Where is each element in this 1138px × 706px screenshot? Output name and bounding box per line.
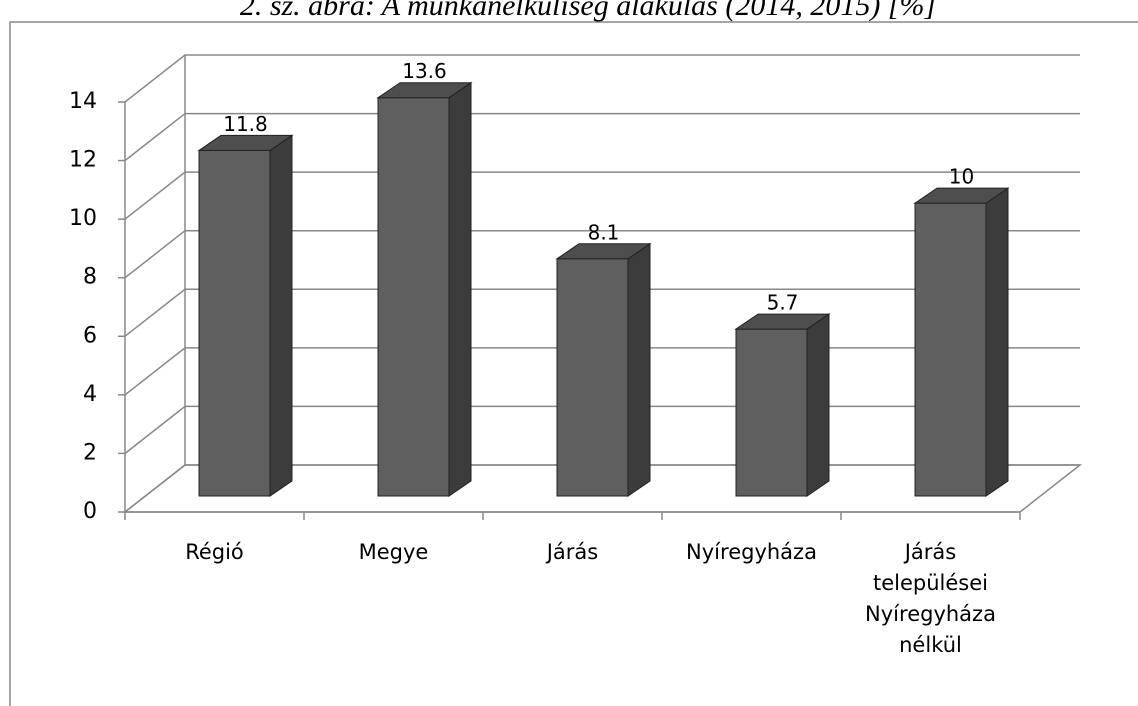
bar <box>913 187 1010 497</box>
frame <box>9 21 1138 706</box>
bar <box>376 81 473 497</box>
y-tick-label: 2 <box>83 440 97 465</box>
grid-line <box>124 229 1080 279</box>
grid-line <box>124 171 1080 220</box>
bar-front <box>914 202 987 497</box>
bar-front <box>377 97 450 497</box>
y-tick-label: 12 <box>69 148 97 173</box>
x-tick-label: Régió <box>185 540 244 564</box>
y-tick-label: 14 <box>69 89 97 114</box>
bar-side <box>269 134 293 497</box>
y-tick-label: 8 <box>83 265 97 290</box>
grid-line <box>124 288 1080 337</box>
grid-line <box>124 112 1080 162</box>
value-label: 13.6 <box>402 59 447 83</box>
y-tick-label: 0 <box>83 499 97 524</box>
bar <box>734 313 831 497</box>
bar-front <box>735 328 808 497</box>
bar-front <box>198 149 271 497</box>
bar-top <box>376 82 473 99</box>
grid-line <box>124 54 1080 103</box>
value-label: 10 <box>949 165 974 189</box>
bar-side <box>985 187 1009 497</box>
y-tick-label: 4 <box>83 382 97 407</box>
bar-top <box>913 187 1010 204</box>
bar-top <box>734 313 831 330</box>
bar-top <box>555 243 652 260</box>
bar-top <box>197 134 294 151</box>
x-tick-label: Nyíregyháza <box>686 540 817 564</box>
bar <box>555 242 652 497</box>
bar-side <box>448 81 472 497</box>
value-label: 8.1 <box>588 220 620 244</box>
chart-title: 2. sz. ábra: A munkanélküliség alakulás … <box>240 0 936 22</box>
x-tick-label: Járás <box>546 540 599 564</box>
x-tick-label: Megye <box>358 540 429 564</box>
value-label: 5.7 <box>767 291 799 315</box>
bar-front <box>556 258 629 497</box>
bar-side <box>627 242 651 497</box>
y-tick-label: 6 <box>83 323 97 348</box>
x-tick-label: Járás települései Nyíregyháza nélkül <box>865 540 996 657</box>
value-label: 11.8 <box>223 112 268 136</box>
y-tick-label: 10 <box>69 206 97 231</box>
bar <box>197 134 294 497</box>
bar-side <box>806 313 830 497</box>
